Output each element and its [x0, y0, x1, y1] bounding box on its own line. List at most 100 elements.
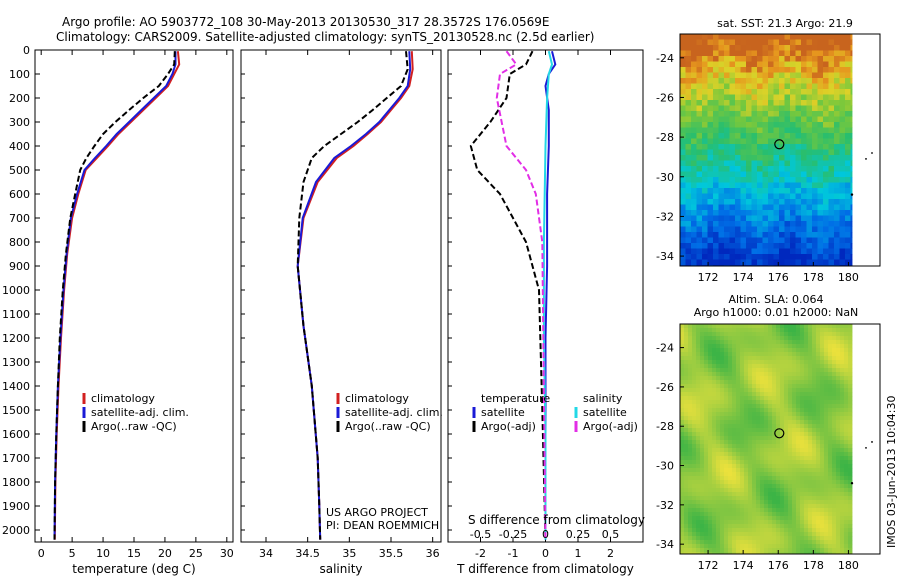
- sla-map-cell: [844, 392, 849, 397]
- sla-map-cell: [728, 484, 733, 489]
- sla-map-cell: [752, 436, 757, 441]
- sst-map-cell: [790, 166, 796, 172]
- sst-map-cell: [812, 232, 818, 238]
- sst-map-cell: [729, 243, 736, 249]
- sst-map-island-dot: [871, 152, 873, 154]
- sla-map-cell: [696, 428, 701, 433]
- sst-map-cell: [685, 166, 692, 172]
- sla-map-cell: [848, 496, 853, 501]
- sst-map-cell: [773, 155, 780, 161]
- sla-map-cell: [804, 380, 809, 385]
- sst-map-cell: [707, 72, 714, 79]
- sla-map-cell: [832, 472, 837, 477]
- sla-map-cell: [776, 396, 781, 401]
- sla-map-cell: [692, 364, 697, 369]
- sla-map-cell: [812, 460, 817, 465]
- sla-map-cell: [736, 468, 741, 473]
- sst-map-cell: [718, 237, 725, 244]
- sst-map-cell: [828, 182, 835, 189]
- sla-map-cell: [772, 440, 777, 445]
- sst-map-cell: [751, 39, 758, 46]
- sla-map-cell: [700, 352, 705, 357]
- sla-map-cell: [764, 436, 769, 441]
- sla-map-cell: [848, 372, 853, 377]
- sla-map-cell: [760, 388, 765, 393]
- sst-map-cell: [823, 144, 829, 150]
- sla-map-cell: [832, 340, 837, 345]
- sla-map-cell: [688, 460, 693, 465]
- sla-map-cell: [724, 460, 729, 465]
- sla-map-cell: [752, 396, 757, 401]
- sla-map-cell: [684, 524, 689, 529]
- sla-map-cell: [688, 480, 693, 485]
- sla-map-cell: [748, 524, 753, 529]
- sst-map-cell: [850, 144, 853, 150]
- sla-map-cell: [840, 444, 845, 449]
- sla-map-cell: [828, 484, 833, 489]
- sla-map-cell: [704, 424, 709, 429]
- sla-map-cell: [688, 336, 693, 341]
- sla-map-cell: [784, 396, 789, 401]
- sla-map-cell: [808, 328, 813, 333]
- sst-map-cell: [713, 237, 719, 244]
- sst-map-cell: [812, 45, 818, 51]
- sla-map-cell: [844, 492, 849, 497]
- sst-map-cell: [817, 193, 824, 200]
- sla-map-cell: [796, 416, 801, 421]
- sla-map-cell: [708, 376, 713, 381]
- sla-map-cell: [756, 440, 761, 445]
- sla-map-cell: [740, 360, 745, 365]
- sla-map-cell: [832, 356, 837, 361]
- sla-map-cell: [808, 516, 813, 521]
- sst-map-cell: [806, 182, 813, 189]
- sla-map-cell: [708, 508, 713, 513]
- sla-map-cell: [792, 340, 797, 345]
- sst-map-cell: [839, 34, 846, 40]
- sst-map-cell: [680, 56, 686, 62]
- sst-map-cell: [845, 237, 851, 244]
- sst-map-cell: [828, 243, 835, 249]
- sla-map-cell: [732, 544, 737, 549]
- sla-map-cell: [840, 400, 845, 405]
- sla-map-cell: [688, 472, 693, 477]
- sla-map-cell: [748, 384, 753, 389]
- sst-map-cell: [779, 34, 785, 40]
- sst-map-cell: [680, 204, 686, 211]
- sla-map-cell: [708, 400, 713, 405]
- sst-map-cell: [839, 78, 846, 84]
- sla-map-cell: [772, 336, 777, 341]
- sla-map-cell: [712, 352, 717, 357]
- sla-map-cell: [796, 384, 801, 389]
- sst-map-cell: [768, 215, 774, 222]
- sst-map-cell: [801, 144, 807, 150]
- sla-map-cell: [692, 348, 697, 353]
- sla-map-cell: [740, 336, 745, 341]
- sla-map-cell: [756, 404, 761, 409]
- sla-map-cell: [712, 344, 717, 349]
- sla-map-cell: [828, 544, 833, 549]
- sst-map-cell: [757, 45, 763, 51]
- sst-map-cell: [768, 188, 774, 194]
- sla-map-cell: [816, 540, 821, 545]
- sst-map-cell: [680, 111, 686, 117]
- sla-map-cell: [768, 480, 773, 485]
- sst-map-cell: [702, 210, 708, 216]
- sla-map-cell: [696, 500, 701, 505]
- sla-map-cell: [704, 532, 709, 537]
- sla-map-cell: [704, 456, 709, 461]
- sst-map-cell: [834, 149, 840, 156]
- sla-map-cell: [768, 472, 773, 477]
- sst-map-cell: [784, 61, 791, 68]
- sst-map-cell: [696, 243, 703, 249]
- sst-map-cell: [839, 111, 846, 117]
- sst-map-cell: [707, 155, 714, 161]
- sla-map-cell: [704, 408, 709, 413]
- sst-map-cell: [762, 50, 769, 57]
- sla-map-cell: [788, 496, 793, 501]
- sla-map-cell: [688, 488, 693, 493]
- sla-map-cell: [696, 516, 701, 521]
- sst-map-cell: [713, 166, 719, 172]
- sst-map-cell: [817, 171, 824, 178]
- sla-map-cell: [776, 508, 781, 513]
